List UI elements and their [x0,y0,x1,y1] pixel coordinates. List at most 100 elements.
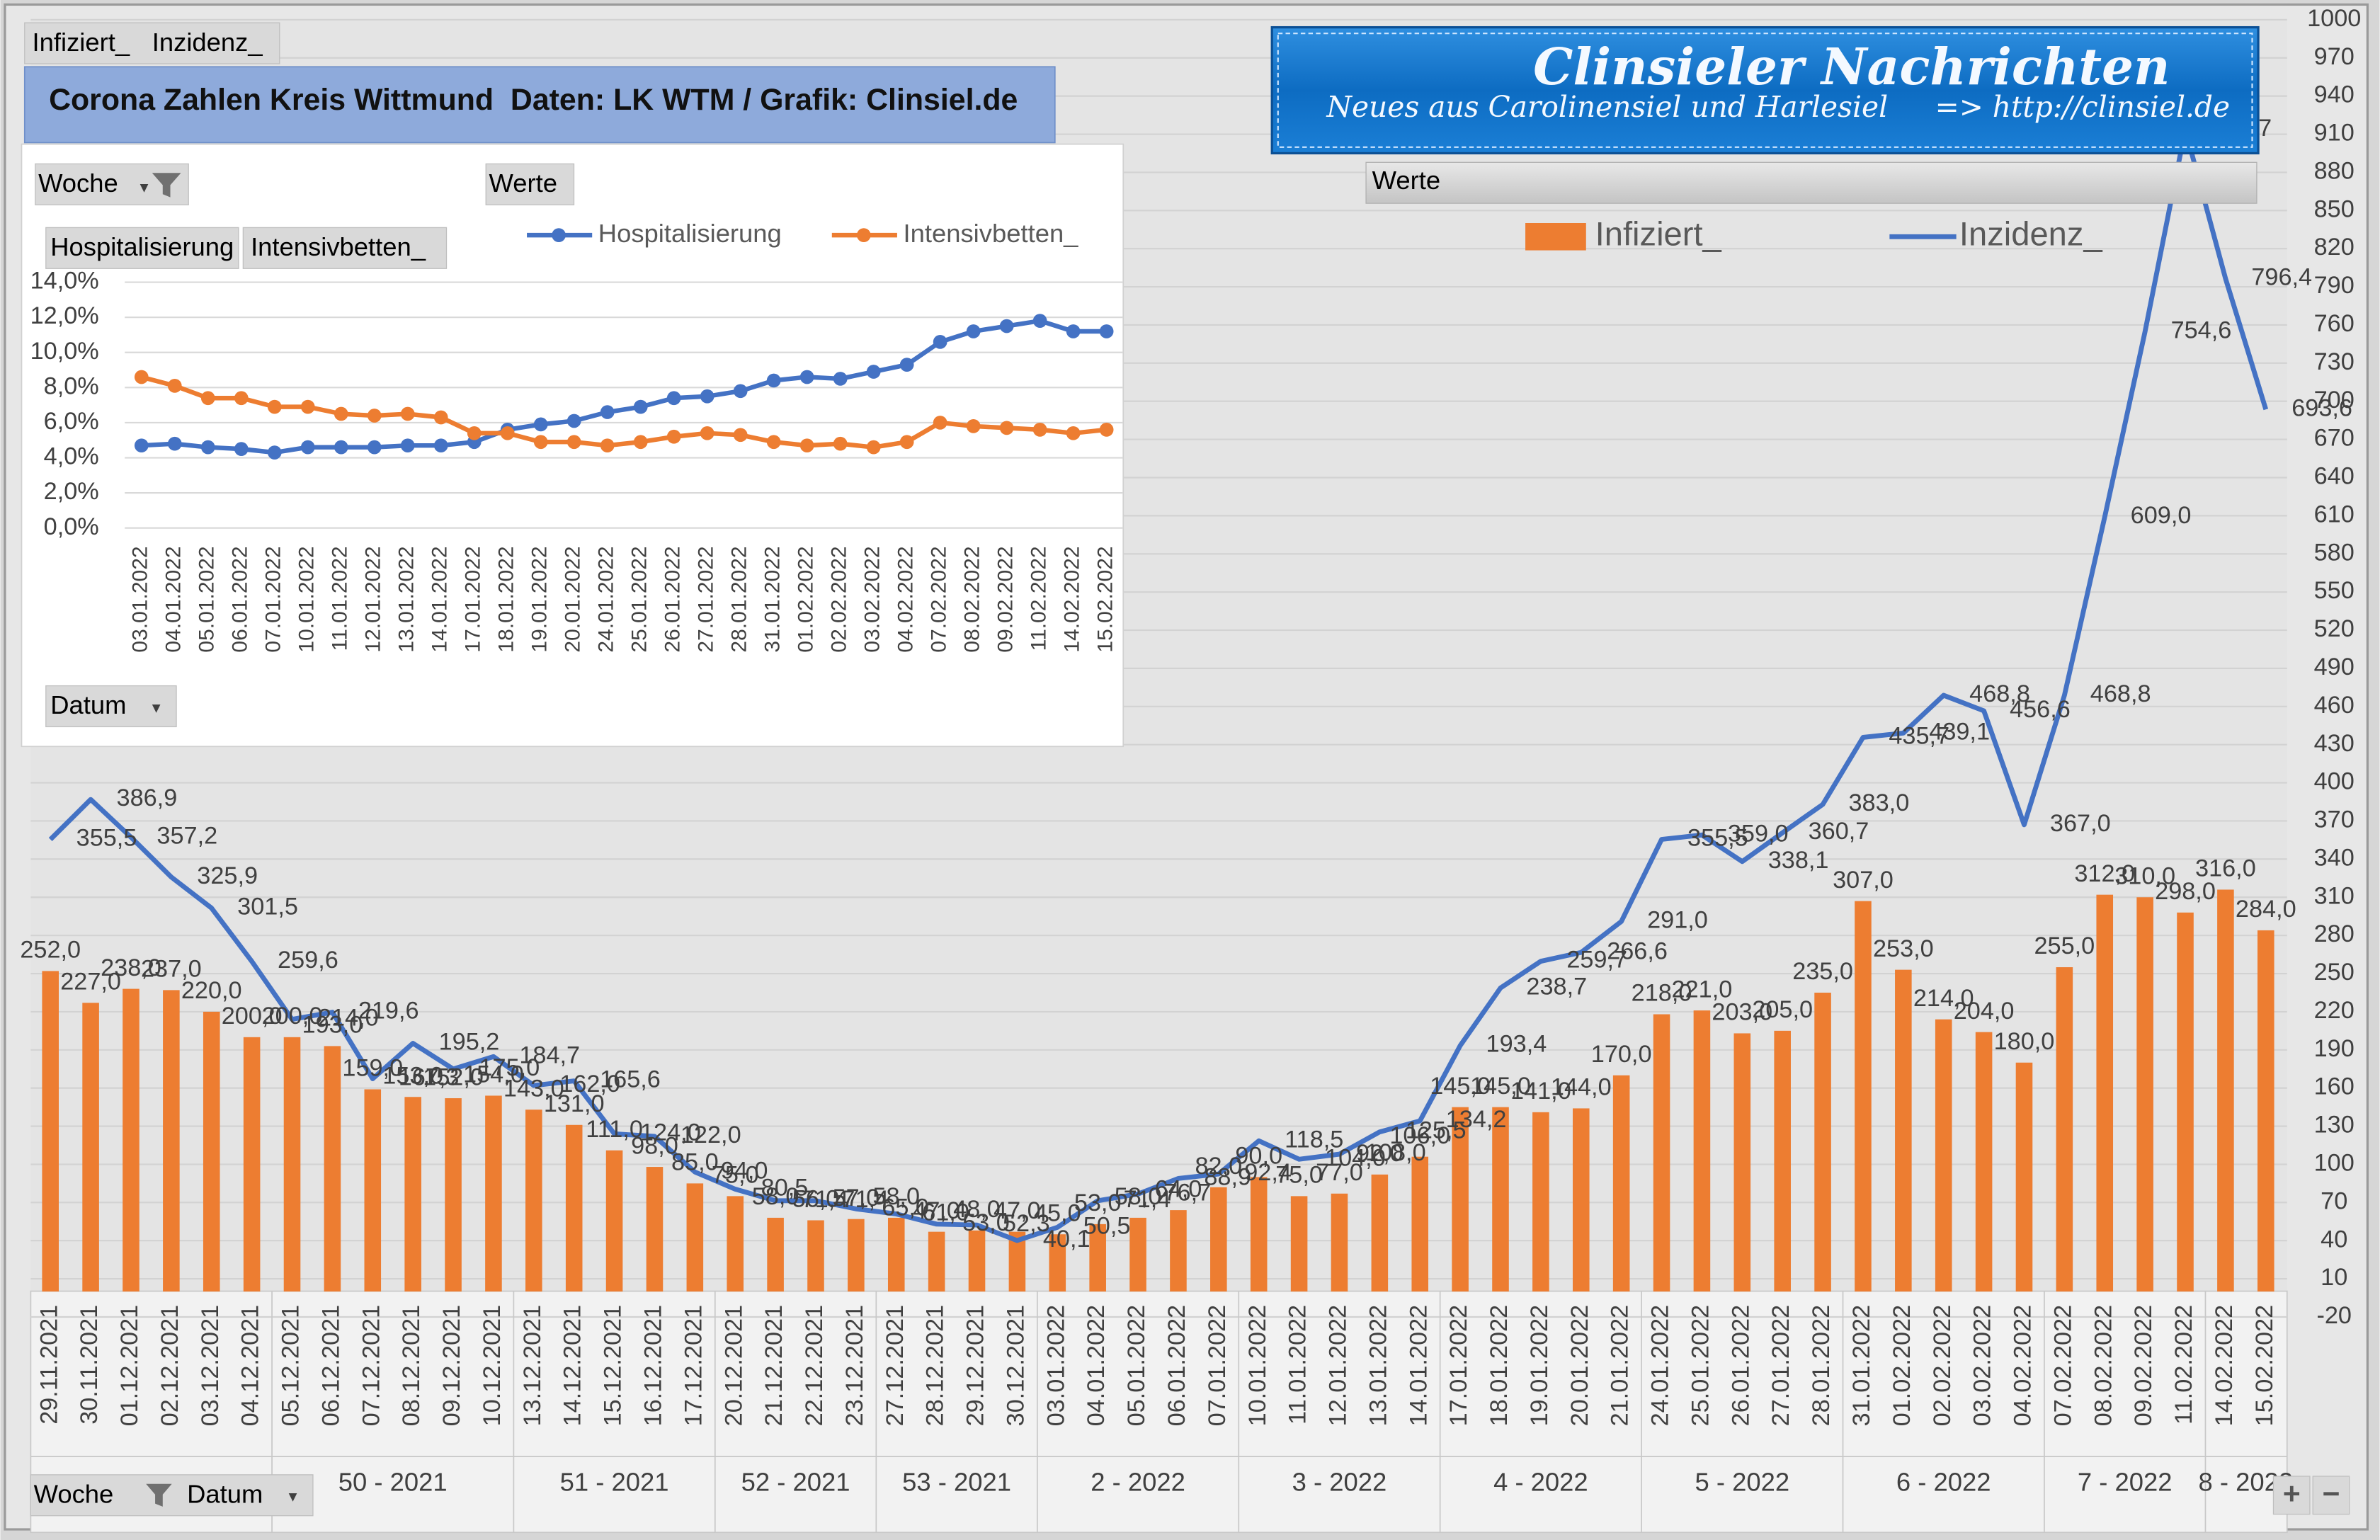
data-label: 180,0 [1994,1028,2055,1055]
data-label: 310,0 [2114,862,2175,889]
data-label: 71,4 [841,1186,889,1213]
data-label: 235,0 [1792,958,1853,985]
data-label: 71,4 [802,1186,849,1213]
data-label: 145,0 [1430,1073,1491,1100]
x-tick-label: 03.02.2022 [1969,1305,1996,1427]
y-tick-label: 220 [2314,997,2355,1024]
row-field-button-label[interactable]: Datum [187,1479,263,1508]
data-label: 193,0 [302,1012,363,1039]
x-tick-label: 07.02.2022 [928,546,951,652]
marker [134,438,149,453]
data-label: 266,6 [1607,937,1668,964]
x-tick-label: 14.01.2022 [428,546,452,652]
y-tick-label: 130 [2314,1112,2355,1139]
x-tick-label: 20.12.2021 [720,1305,747,1427]
x-tick-label: 28.01.2022 [728,546,751,652]
data-label: 104,0 [1325,1144,1386,1171]
bar [928,1231,945,1292]
x-tick-label: 06.12.2021 [317,1305,344,1427]
data-label: 75,0 [1275,1162,1323,1189]
field-button[interactable] [45,227,239,269]
data-label: 144,0 [1551,1074,1612,1101]
y-tick-label: 430 [2314,730,2355,757]
group-label: 3 - 2022 [1292,1467,1387,1496]
x-tick-label: 07.12.2021 [358,1305,385,1427]
bar [1008,1231,1026,1292]
marker [1066,324,1081,338]
data-label: 796,4 [2251,264,2312,291]
values-button[interactable] [485,163,575,205]
bar [2217,889,2234,1292]
marker [1066,426,1081,440]
x-tick-label: 03.01.2022 [1042,1305,1069,1427]
bar [1895,969,1912,1292]
x-tick-label: 10.12.2021 [479,1305,506,1427]
data-label: 118,5 [1285,1126,1343,1153]
data-label: 92,4 [1244,1159,1292,1186]
x-tick-label: 09.02.2022 [994,546,1018,652]
x-tick-label: 12.01.2022 [362,546,385,652]
marker [866,365,881,379]
expand-button-label: + [2283,1477,2301,1511]
data-label: 52,3 [1003,1210,1050,1237]
banner-url[interactable]: => http://clinsiel.de [1935,90,2230,124]
bar [243,1037,261,1292]
data-label: 219,6 [358,998,419,1025]
data-label: 141,0 [1510,1078,1571,1105]
y-tick-label: 0,0% [44,513,99,540]
dropdown-arrow: ▾ [152,698,161,717]
marker [999,319,1014,333]
bar [1210,1187,1227,1292]
y-tick-label: 1000 [2307,5,2361,32]
marker [1099,423,1114,437]
data-label: 175,0 [479,1054,540,1081]
x-tick-label: 17.01.2022 [462,546,485,652]
y-tick-label: 550 [2314,577,2355,604]
group-label: 50 - 2021 [338,1467,448,1496]
bar [2056,967,2073,1292]
row-field-button-label[interactable]: Woche [34,1479,114,1508]
data-label: 56,0 [792,1186,840,1213]
data-label: 80,5 [761,1175,809,1202]
marker [167,436,182,451]
data-label: 94,0 [721,1157,768,1184]
bar [1733,1033,1751,1292]
data-label: 316,0 [2195,855,2256,882]
data-label: 609,0 [2131,502,2192,529]
y-tick-label: 820 [2314,234,2355,261]
data-label: 203,0 [1712,999,1772,1026]
group-label: 51 - 2021 [560,1467,669,1496]
banner-border [1277,33,2253,148]
data-label: 153,0 [382,1062,443,1089]
field-button-label[interactable]: Inzidenz_ [152,28,263,57]
x-tick-label: 27.01.2022 [695,546,718,652]
x-tick-label: 09.02.2022 [2130,1305,2157,1427]
bar [203,1011,220,1292]
y-tick-label: 70 [2321,1187,2347,1214]
data-label: 122,0 [681,1122,741,1148]
marker [200,440,215,455]
x-tick-label: 25.01.2022 [1687,1305,1714,1427]
data-label: 456,6 [2010,696,2071,723]
data-label: 47,0 [913,1197,960,1224]
marker [200,391,215,406]
chart-title: Corona Zahlen Kreis Wittmund Daten: LK W… [49,83,1018,117]
data-label: 218,0 [1632,980,1692,1007]
x-tick-label: 13.12.2021 [519,1305,546,1427]
data-label: 284,0 [2236,896,2296,923]
marker [533,435,548,450]
x-tick-label: 08.12.2021 [398,1305,425,1427]
axis-field-button[interactable] [45,685,177,728]
data-label: 85,0 [671,1149,719,1176]
y-tick-label: 970 [2314,43,2355,70]
expand-button[interactable] [2272,1476,2311,1515]
marker [666,391,681,406]
field-button-label[interactable]: Infiziert_ [33,28,130,57]
data-label: 90,0 [1235,1143,1282,1170]
field-button[interactable] [242,227,448,269]
data-label: 193,4 [1486,1031,1547,1058]
data-label: 167,3 [399,1064,460,1091]
values-button[interactable] [1365,161,2257,204]
collapse-button[interactable] [2312,1476,2350,1515]
x-tick-label: 04.02.2022 [894,546,918,652]
